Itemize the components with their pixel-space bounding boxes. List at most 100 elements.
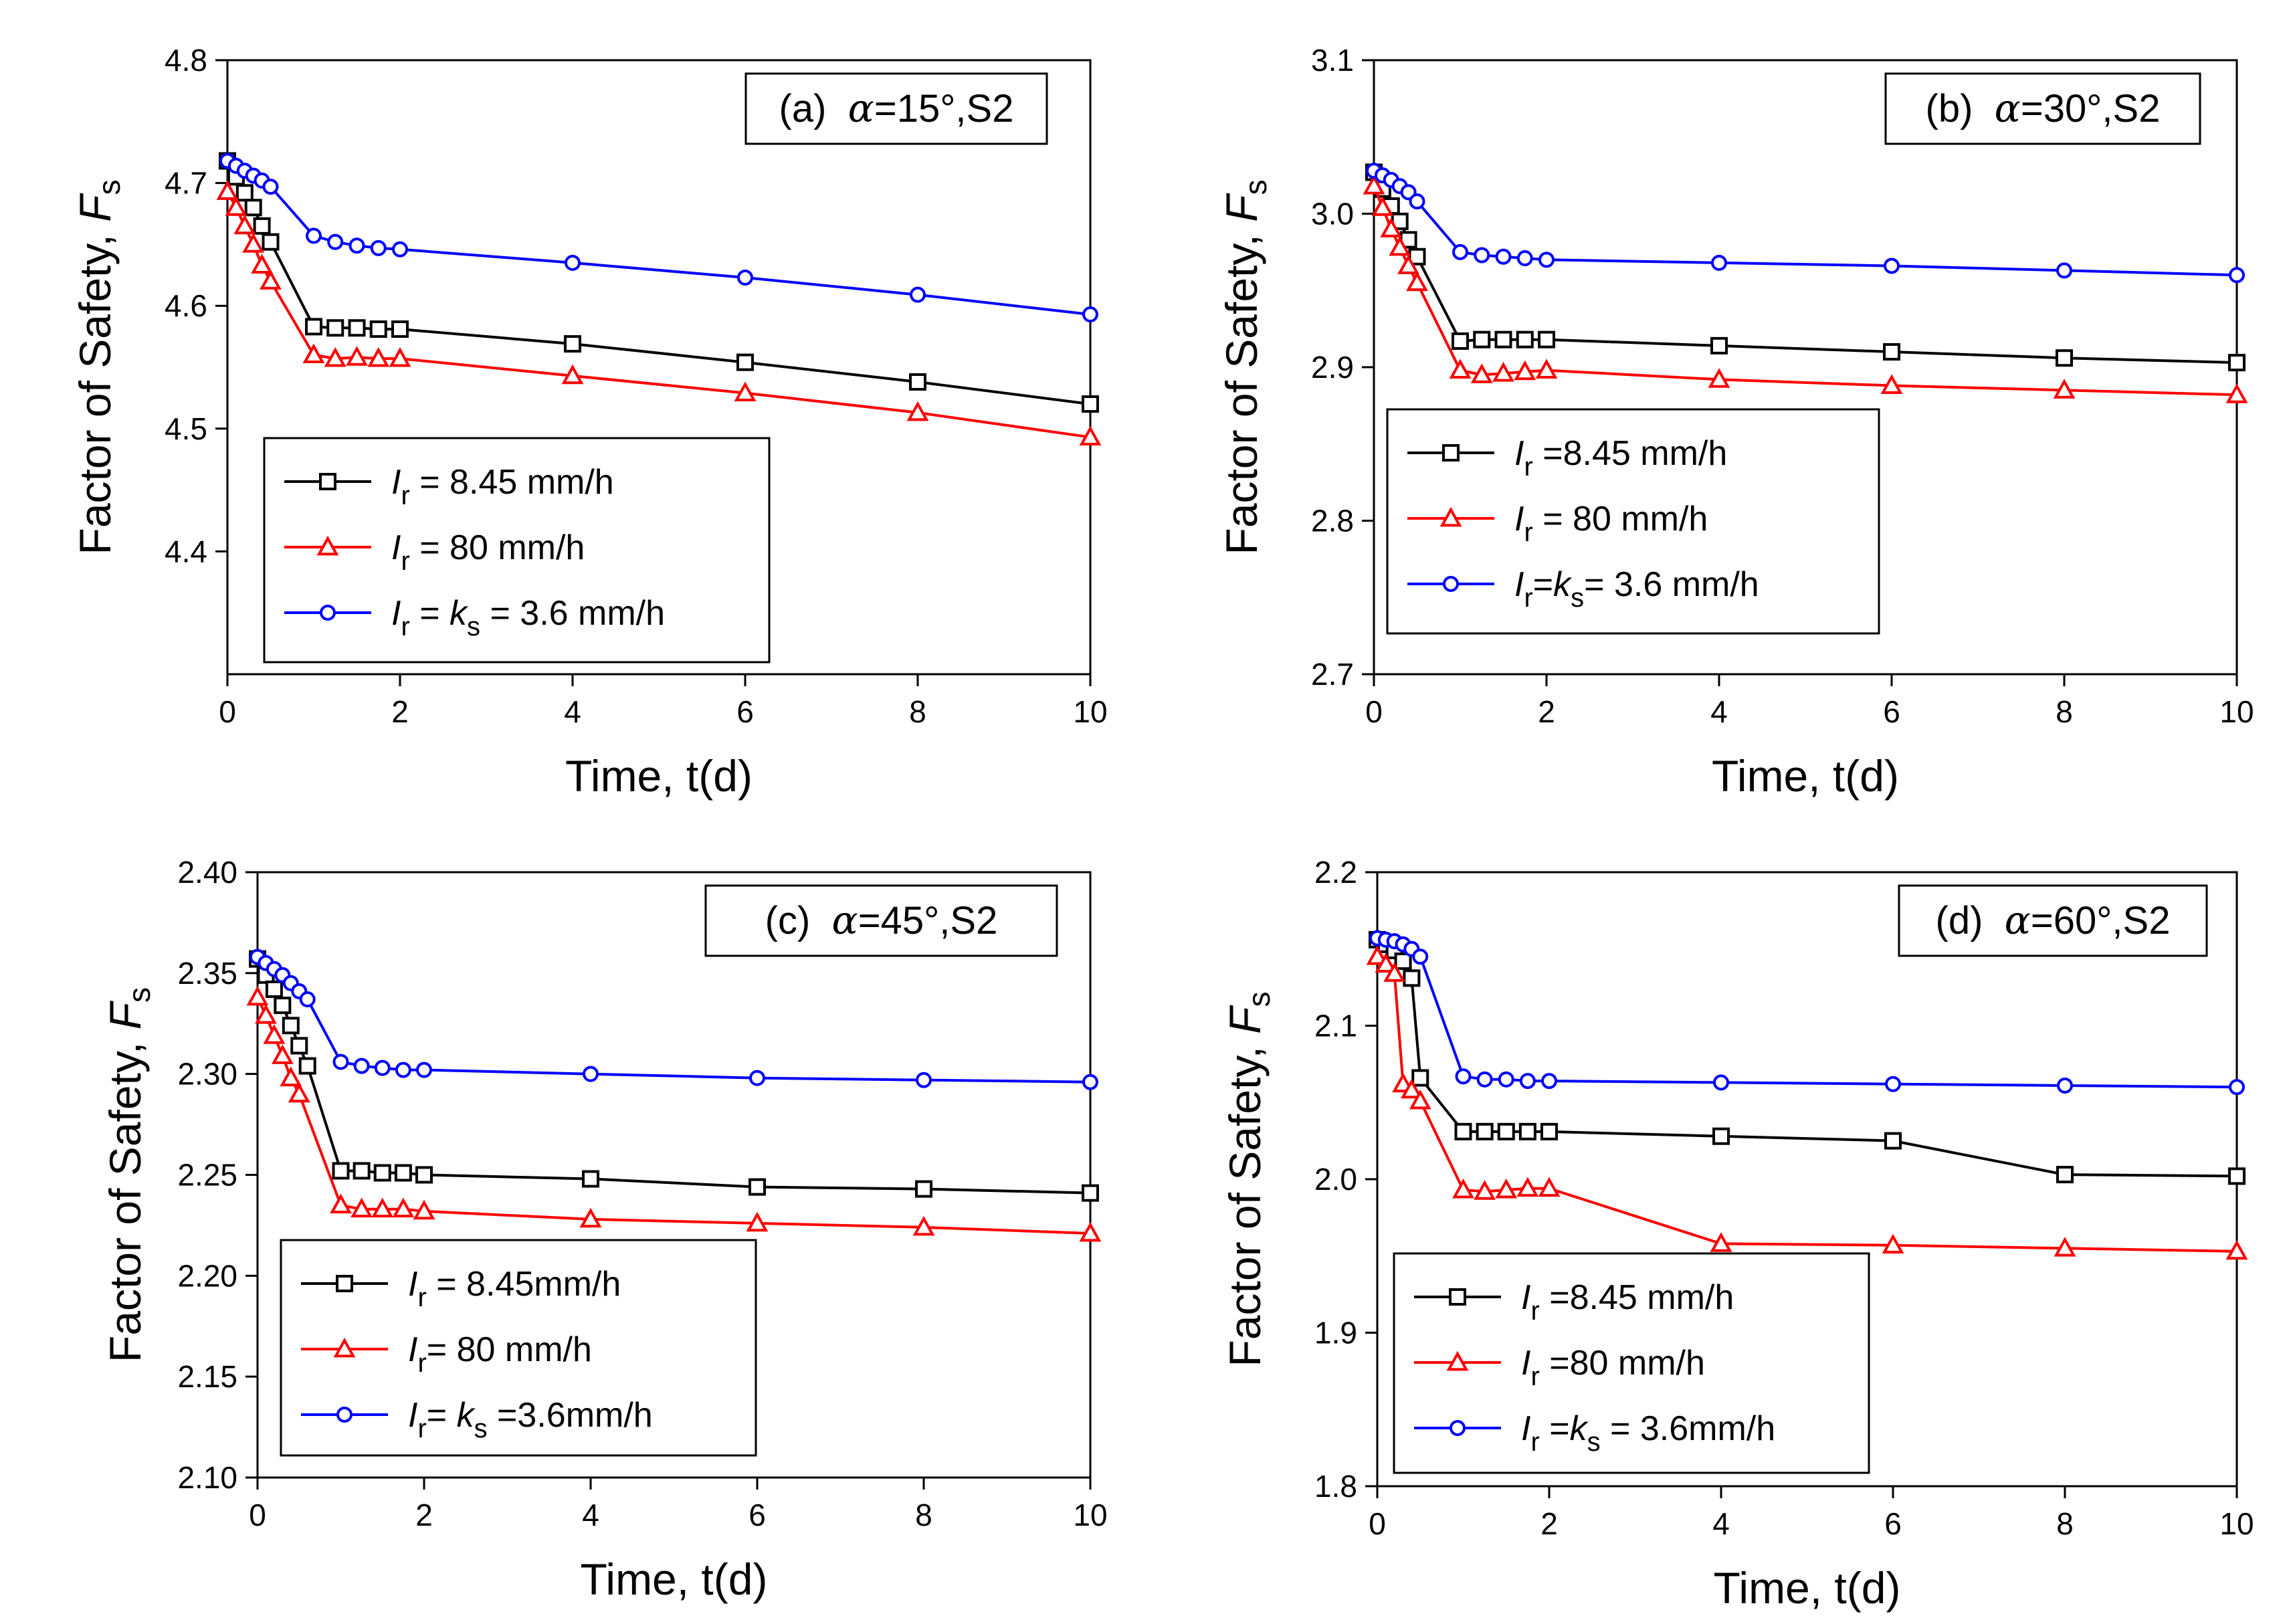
data-point [392, 241, 408, 258]
y-tick-label: 1.9 [1314, 1316, 1357, 1350]
legend-entry: Ir = 80 mm/h [391, 528, 585, 576]
data-point [298, 1057, 316, 1075]
x-tick-label: 6 [736, 694, 754, 729]
y-tick-label: 3.0 [1311, 197, 1354, 231]
data-point [1476, 1122, 1494, 1140]
legend-entry: Ir =80 mm/h [1521, 1344, 1705, 1391]
data-point [351, 1197, 373, 1218]
data-point [263, 1024, 286, 1044]
data-point [415, 1166, 433, 1184]
data-point [1082, 306, 1098, 323]
data-point [416, 1061, 432, 1078]
panel-label-box [744, 72, 1048, 145]
series-0 [249, 950, 1099, 1202]
data-point [1710, 336, 1728, 354]
x-tick-label: 2 [1540, 1506, 1558, 1541]
data-point [353, 1057, 370, 1074]
data-point [1713, 1074, 1729, 1091]
data-point [1366, 945, 1389, 965]
legend-marker [336, 1407, 353, 1423]
data-point [1495, 248, 1512, 265]
data-point [1712, 1127, 1730, 1145]
data-point [233, 214, 256, 235]
y-tick-label: 2.10 [177, 1460, 237, 1495]
data-point [579, 1207, 602, 1228]
data-point [1474, 247, 1490, 264]
series-line [226, 191, 1091, 439]
x-tick-label: 4 [1710, 694, 1728, 729]
x-tick-label: 6 [749, 1498, 766, 1532]
y-axis-title: Factor of Safety, Fs [1220, 992, 1276, 1367]
y-tick-label: 2.0 [1314, 1162, 1357, 1197]
data-point [242, 233, 265, 253]
data-point [1409, 193, 1425, 210]
x-tick-label: 4 [582, 1498, 599, 1532]
data-point [1880, 374, 1903, 394]
series-2 [1369, 930, 2245, 1096]
y-tick-label: 2.35 [177, 956, 237, 991]
data-point [1495, 1178, 1518, 1199]
data-point [915, 1180, 932, 1198]
data-point [1492, 362, 1514, 382]
data-point [324, 347, 346, 367]
chart-panel-a: 0 2 4 6 8 10 4.4 4.5 4.6 4.7 4.8 Time, t(d) Factor o… [70, 43, 1108, 801]
data-point [262, 179, 279, 195]
data-point [2056, 1166, 2074, 1184]
legend-marker [316, 535, 339, 556]
data-point [1079, 425, 1102, 446]
data-point [1082, 1184, 1099, 1202]
y-tick-label: 2.1 [1314, 1009, 1357, 1043]
data-point [1514, 360, 1536, 381]
data-point [274, 997, 292, 1015]
data-point [2228, 354, 2246, 372]
x-tick-label: 8 [909, 694, 926, 729]
data-point [305, 318, 322, 336]
data-point [1541, 1073, 1557, 1090]
y-tick-label: 2.15 [177, 1359, 237, 1394]
data-point [265, 980, 283, 998]
data-point [1079, 1221, 1102, 1242]
x-tick-label: 0 [249, 1498, 266, 1532]
data-point [2056, 262, 2072, 279]
data-point [1540, 1122, 1558, 1140]
series-1 [216, 180, 1102, 446]
data-point [370, 239, 387, 256]
plot-frame [226, 59, 1092, 676]
data-point [216, 180, 239, 200]
panel-label-box [1884, 72, 2201, 145]
data-point [564, 335, 581, 353]
y-tick-label: 4.6 [165, 288, 207, 323]
x-tick-label: 10 [2219, 1506, 2254, 1541]
y-tick-label: 2.2 [1314, 855, 1357, 890]
data-point [2056, 349, 2073, 367]
x-tick-label: 6 [1883, 694, 1900, 729]
x-tick-label: 8 [2056, 694, 2073, 729]
data-point [290, 1037, 308, 1055]
series-1 [246, 985, 1102, 1242]
data-point [909, 373, 926, 391]
x-tick-label: 6 [1884, 1506, 1902, 1541]
x-tick-label: 0 [1369, 1506, 1386, 1541]
series-2 [219, 153, 1098, 323]
data-point [332, 1162, 350, 1180]
series-line [226, 160, 1091, 406]
data-point [1519, 1073, 1536, 1090]
data-point [1518, 1122, 1536, 1140]
data-point [1470, 363, 1493, 383]
x-tick-label: 2 [1538, 694, 1555, 729]
data-point [583, 1065, 599, 1082]
data-point [260, 270, 282, 290]
x-tick-label: 10 [2219, 694, 2254, 729]
data-point [271, 1044, 294, 1064]
data-point [1516, 250, 1533, 267]
data-point [1403, 969, 1421, 987]
data-point [906, 401, 929, 421]
legend-marker [319, 473, 336, 490]
data-point [2225, 1239, 2248, 1260]
panel-label-box [1898, 884, 2208, 957]
x-tick-label: 2 [391, 694, 409, 729]
data-point [246, 985, 269, 1006]
data-point [2225, 383, 2248, 403]
data-point [1409, 1089, 1431, 1110]
